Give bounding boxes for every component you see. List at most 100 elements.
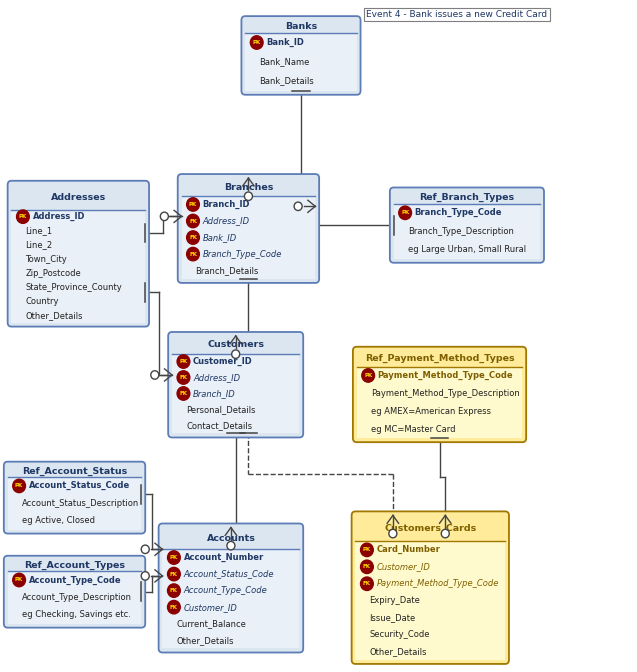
Text: PK: PK (364, 373, 372, 378)
FancyBboxPatch shape (159, 523, 303, 653)
Circle shape (161, 212, 168, 220)
Text: Account_Type_Code: Account_Type_Code (29, 575, 121, 585)
Text: PK: PK (15, 483, 23, 489)
FancyBboxPatch shape (168, 332, 303, 437)
Circle shape (362, 369, 375, 382)
FancyBboxPatch shape (241, 16, 361, 95)
FancyBboxPatch shape (357, 366, 522, 438)
Text: Ref_Account_Status: Ref_Account_Status (22, 467, 127, 476)
Text: eg Checking, Savings etc.: eg Checking, Savings etc. (22, 610, 131, 620)
Text: Bank_ID: Bank_ID (203, 233, 237, 242)
Text: Payment_Method_Type_Description: Payment_Method_Type_Description (371, 389, 520, 398)
FancyBboxPatch shape (4, 556, 145, 628)
Circle shape (399, 206, 412, 220)
Text: Customers: Customers (207, 340, 264, 349)
FancyBboxPatch shape (162, 549, 299, 648)
Text: Card_Number: Card_Number (376, 545, 440, 554)
Circle shape (361, 577, 373, 591)
Text: FK: FK (363, 564, 371, 569)
Text: eg AMEX=American Express: eg AMEX=American Express (371, 407, 490, 416)
FancyBboxPatch shape (182, 196, 315, 279)
Text: Accounts: Accounts (206, 534, 255, 543)
FancyBboxPatch shape (352, 511, 509, 664)
Circle shape (250, 36, 263, 49)
Text: Event 4 - Bank issues a new Credit Card: Event 4 - Bank issues a new Credit Card (366, 10, 547, 19)
Text: Customers_Cards: Customers_Cards (384, 524, 476, 533)
FancyBboxPatch shape (245, 33, 357, 91)
Circle shape (168, 584, 180, 597)
Text: PK: PK (363, 548, 371, 552)
FancyBboxPatch shape (4, 462, 145, 534)
Text: Bank_Details: Bank_Details (259, 77, 314, 85)
Circle shape (389, 530, 397, 538)
Text: Expiry_Date: Expiry_Date (369, 596, 420, 605)
Text: Zip_Postcode: Zip_Postcode (25, 269, 82, 278)
Circle shape (141, 545, 149, 554)
Circle shape (177, 355, 190, 368)
Text: FK: FK (170, 605, 178, 610)
Circle shape (441, 530, 449, 538)
Text: Branch_ID: Branch_ID (203, 200, 250, 209)
Circle shape (361, 560, 373, 573)
Circle shape (187, 198, 199, 211)
FancyBboxPatch shape (172, 353, 299, 433)
Text: Bank_Name: Bank_Name (259, 57, 310, 67)
Text: PK: PK (19, 214, 27, 219)
Text: PK: PK (170, 555, 178, 560)
Text: Branch_Type_Code: Branch_Type_Code (203, 249, 282, 259)
Circle shape (177, 387, 190, 401)
Circle shape (13, 573, 25, 587)
Circle shape (187, 214, 199, 228)
Text: Contact_Details: Contact_Details (186, 421, 252, 430)
Text: Address_ID: Address_ID (203, 216, 250, 226)
Text: Other_Details: Other_Details (176, 636, 234, 644)
FancyBboxPatch shape (8, 571, 141, 624)
Circle shape (232, 350, 240, 358)
Text: State_Province_County: State_Province_County (25, 283, 122, 292)
Circle shape (151, 371, 159, 379)
Text: PK: PK (401, 210, 409, 215)
Text: Town_City: Town_City (25, 255, 68, 263)
Text: Branches: Branches (224, 183, 273, 192)
Text: Line_1: Line_1 (25, 226, 53, 235)
Circle shape (17, 210, 29, 223)
Text: Customer_ID: Customer_ID (183, 603, 238, 612)
FancyBboxPatch shape (394, 204, 540, 259)
Text: Branch_Type_Code: Branch_Type_Code (415, 208, 502, 217)
Text: eg Active, Closed: eg Active, Closed (22, 516, 95, 526)
Text: Ref_Account_Types: Ref_Account_Types (24, 561, 125, 570)
Text: Account_Status_Description: Account_Status_Description (22, 499, 139, 508)
Circle shape (294, 202, 302, 210)
Text: Ref_Payment_Method_Types: Ref_Payment_Method_Types (365, 354, 514, 364)
Circle shape (187, 247, 199, 261)
Text: Payment_Method_Type_Code: Payment_Method_Type_Code (376, 579, 499, 588)
Text: Bank_ID: Bank_ID (266, 38, 304, 47)
Text: Branch_Type_Description: Branch_Type_Description (408, 226, 513, 236)
Text: FK: FK (189, 218, 197, 224)
Text: eg Large Urban, Small Rural: eg Large Urban, Small Rural (408, 245, 526, 254)
Text: FK: FK (170, 588, 178, 593)
Text: eg MC=Master Card: eg MC=Master Card (371, 425, 455, 433)
Text: Account_Type_Code: Account_Type_Code (183, 586, 267, 595)
FancyBboxPatch shape (353, 347, 526, 442)
Circle shape (168, 551, 180, 564)
Text: PK: PK (15, 577, 23, 583)
Text: FK: FK (180, 391, 187, 396)
Text: Account_Status_Code: Account_Status_Code (29, 481, 130, 491)
Text: Account_Number: Account_Number (183, 553, 264, 562)
Text: Customer_ID: Customer_ID (376, 562, 431, 571)
FancyBboxPatch shape (8, 181, 149, 327)
Circle shape (361, 543, 373, 556)
Circle shape (227, 542, 235, 550)
Text: Line_2: Line_2 (25, 241, 53, 249)
FancyBboxPatch shape (11, 210, 145, 323)
Text: Addresses: Addresses (51, 193, 106, 202)
Text: Account_Status_Code: Account_Status_Code (183, 570, 274, 579)
Text: Current_Balance: Current_Balance (176, 619, 247, 628)
Text: Other_Details: Other_Details (25, 311, 83, 320)
Text: FK: FK (189, 251, 197, 257)
Text: FK: FK (363, 581, 371, 586)
Circle shape (168, 567, 180, 581)
Text: FK: FK (180, 375, 187, 380)
Text: PK: PK (253, 40, 261, 45)
